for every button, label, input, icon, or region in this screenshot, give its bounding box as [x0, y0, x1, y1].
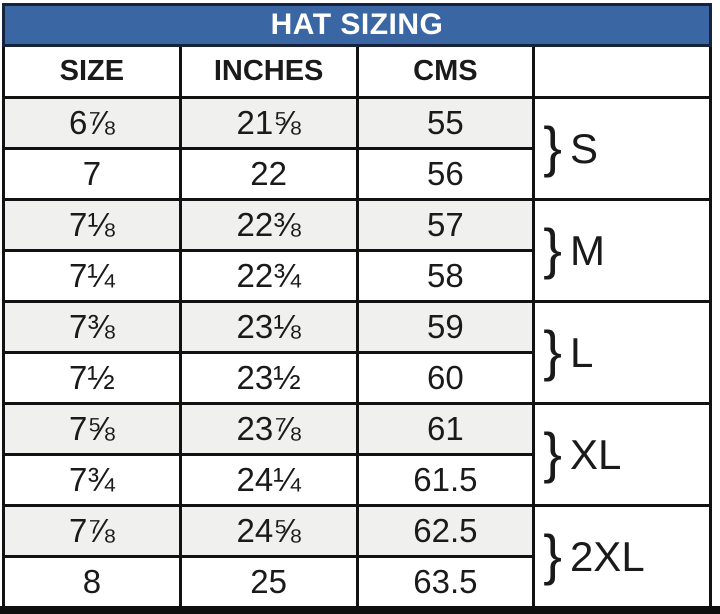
inches-cell: 21⅝ — [178, 96, 359, 150]
size-cell: 7⅞ — [2, 504, 182, 558]
size-cell: 7 — [2, 147, 182, 201]
inches-cell: 22 — [178, 147, 359, 201]
inches-cell: 25 — [178, 555, 359, 609]
table-row: 7¾ 24¼ 61.5 — [2, 453, 711, 507]
inches-cell: 22¾ — [178, 249, 359, 303]
cms-cell: 56 — [355, 147, 536, 201]
cms-cell: 61.5 — [355, 453, 536, 507]
cms-cell: 60 — [355, 351, 536, 405]
cms-cell: 61 — [355, 402, 536, 456]
table-title: HAT SIZING — [2, 3, 712, 47]
cms-cell: 55 — [355, 96, 536, 150]
bottom-border-bar — [0, 606, 720, 614]
table-row: 6⅞ 21⅝ 55 } S — [2, 96, 712, 201]
group-cell-l: } L — [532, 300, 712, 405]
table-row: 7⅞ 24⅝ 62.5 } 2XL — [2, 504, 712, 609]
inches-cell: 24¼ — [178, 453, 359, 507]
cms-cell: 62.5 — [355, 504, 536, 558]
brace-glyph: } — [543, 522, 562, 586]
brace-glyph: } — [543, 216, 562, 280]
cms-cell: 57 — [355, 198, 536, 252]
group-label: M — [569, 226, 605, 274]
table-row: 7⅛ 22⅜ 57 } M — [2, 198, 712, 303]
size-cell: 7¼ — [2, 249, 182, 303]
size-cell: 8 — [2, 555, 182, 609]
inches-cell: 23½ — [178, 351, 359, 405]
header-row: SIZE INCHES CMS — [2, 44, 712, 99]
group-cell-2xl: } 2XL — [532, 504, 712, 609]
title-row: HAT SIZING — [2, 3, 712, 47]
table-row: 8 25 63.5 — [2, 555, 711, 609]
hat-sizing-table: HAT SIZING SIZE INCHES CMS 6⅞ 21⅝ 55 } S … — [2, 3, 712, 609]
brace-glyph: } — [543, 420, 562, 484]
column-header-cms: CMS — [355, 44, 536, 99]
group-label: XL — [569, 430, 622, 478]
size-cell: 7⅛ — [2, 198, 182, 252]
table-row: 7¼ 22¾ 58 — [2, 249, 711, 303]
size-cell: 6⅞ — [2, 96, 182, 150]
size-cell: 7⅜ — [2, 300, 182, 354]
group-label: L — [569, 328, 594, 376]
size-cell: 7½ — [2, 351, 182, 405]
inches-cell: 22⅜ — [178, 198, 359, 252]
size-cell: 7⅝ — [2, 402, 182, 456]
table-row: 7⅜ 23⅛ 59 } L — [2, 300, 712, 405]
cms-cell: 58 — [355, 249, 536, 303]
table-row: 7⅝ 23⅞ 61 } XL — [2, 402, 712, 507]
column-header-size: SIZE — [2, 44, 182, 99]
group-cell-s: } S — [532, 96, 712, 201]
cms-cell: 63.5 — [355, 555, 536, 609]
table-row: 7½ 23½ 60 — [2, 351, 711, 405]
column-header-inches: INCHES — [178, 44, 359, 99]
group-label: S — [569, 124, 598, 172]
column-header-empty — [532, 44, 712, 99]
inches-cell: 23⅞ — [178, 402, 359, 456]
group-cell-xl: } XL — [532, 402, 712, 507]
inches-cell: 23⅛ — [178, 300, 359, 354]
size-cell: 7¾ — [2, 453, 182, 507]
cms-cell: 59 — [355, 300, 536, 354]
brace-glyph: } — [543, 318, 562, 382]
brace-glyph: } — [543, 114, 562, 178]
group-cell-m: } M — [532, 198, 712, 303]
group-label: 2XL — [569, 532, 645, 580]
table-row: 7 22 56 — [2, 147, 711, 201]
inches-cell: 24⅝ — [178, 504, 359, 558]
